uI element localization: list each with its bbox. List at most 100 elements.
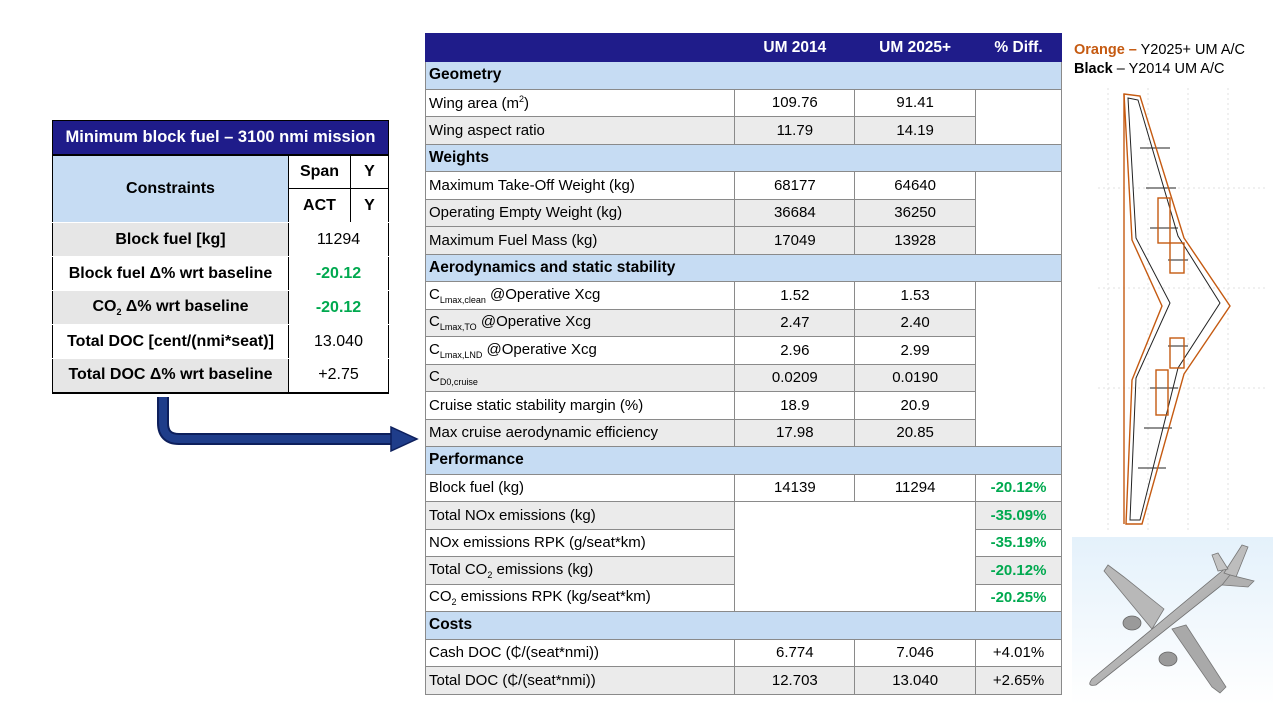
row-label: CLmax,clean @Operative Xcg	[424, 281, 736, 310]
legend-orange: Orange – Y2025+ UM A/C	[1074, 42, 1246, 58]
diff-value: +4.01%	[975, 638, 1062, 667]
summary-table: Minimum block fuel – 3100 nmi mission Co…	[52, 120, 389, 394]
summary-row-label: Block fuel [kg]	[52, 222, 289, 257]
value-2014: 1.52	[734, 281, 856, 310]
row-label: CLmax,LND @Operative Xcg	[424, 336, 736, 365]
table-row: Operating Empty Weight (kg) 36684 36250	[424, 198, 1062, 227]
span-value: Y	[350, 154, 389, 189]
row-label: Operating Empty Weight (kg)	[424, 198, 736, 227]
row-label: Block fuel (kg)	[424, 473, 736, 502]
table-row: Maximum Take-Off Weight (kg) 68177 64640	[424, 171, 1062, 255]
value-2014: 18.9	[734, 391, 856, 420]
row-label: Wing area (m2)	[424, 88, 736, 117]
diff-value: -35.19%	[975, 528, 1062, 557]
value-2025: 2.99	[854, 336, 977, 365]
table-row: CLmax,TO @Operative Xcg 2.47 2.40	[424, 308, 1062, 337]
table-row: NOx emissions RPK (g/seat*km) -35.19%	[424, 528, 1062, 557]
table-row: Total DOC (₵/(seat*nmi)) 12.703 13.040 +…	[424, 666, 1062, 695]
value-2014: 11.79	[734, 116, 856, 145]
row-label: Total NOx emissions (kg)	[424, 501, 736, 530]
value-2014: 6.774	[734, 638, 856, 667]
table-row: Cruise static stability margin (%) 18.9 …	[424, 391, 1062, 420]
diff-empty	[975, 281, 1062, 447]
value-2025: 1.53	[854, 281, 977, 310]
section-weights: Weights	[425, 143, 1062, 172]
row-label: Cruise static stability margin (%)	[424, 391, 736, 420]
constraints-label: Constraints	[52, 154, 289, 223]
value-2025: 13928	[854, 226, 977, 255]
table-row: Cash DOC (₵/(seat*nmi)) 6.774 7.046 +4.0…	[424, 638, 1062, 667]
diff-value: -20.12%	[975, 473, 1062, 502]
summary-row-value: +2.75	[288, 358, 389, 394]
section-costs: Costs	[425, 611, 1062, 640]
value-2014: 0.0209	[734, 363, 856, 392]
value-2025: 20.85	[854, 418, 977, 447]
value-2025: 13.040	[854, 666, 977, 695]
value-2014: 109.76	[734, 88, 856, 117]
header-diff: % Diff.	[975, 33, 1062, 62]
header-um2014: UM 2014	[734, 33, 856, 62]
value-2025: 0.0190	[854, 363, 977, 392]
summary-row-value: 11294	[288, 222, 389, 257]
summary-row-value: -20.12	[288, 290, 389, 325]
row-label: CO2 emissions RPK (kg/seat*km)	[424, 583, 736, 612]
diff-empty	[975, 88, 1062, 145]
diff-value: -20.25%	[975, 583, 1062, 612]
value-2014: 14139	[734, 473, 856, 502]
value-2014: 36684	[734, 198, 856, 227]
wing-planform-drawing	[1098, 88, 1268, 533]
value-2014: 12.703	[734, 666, 856, 695]
value-2014: 2.47	[734, 308, 856, 337]
section-aerodynamics: Aerodynamics and static stability	[425, 253, 1062, 282]
value-2025: 36250	[854, 198, 977, 227]
diff-empty	[975, 171, 1062, 255]
wing-legend: Orange – Y2025+ UM A/C Black – Y2014 UM …	[1074, 41, 1245, 79]
table-header-row: UM 2014 UM 2025+ % Diff.	[424, 33, 1062, 62]
legend-black: Black – Y2014 UM A/C	[1074, 61, 1225, 77]
table-row: Wing area (m2) 109.76 91.41	[424, 88, 1062, 145]
value-2014: 17.98	[734, 418, 856, 447]
act-label: ACT	[288, 188, 351, 223]
table-row: Maximum Fuel Mass (kg) 17049 13928	[424, 226, 1062, 255]
summary-row-label: Total DOC Δ% wrt baseline	[52, 358, 289, 394]
act-value: Y	[350, 188, 389, 223]
arrow-icon	[157, 397, 419, 453]
summary-row-value: -20.12	[288, 256, 389, 291]
value-2025: 2.40	[854, 308, 977, 337]
table-row: Max cruise aerodynamic efficiency 17.98 …	[424, 418, 1062, 447]
value-2014: 68177	[734, 171, 856, 200]
summary-row-label: CO2 Δ% wrt baseline	[52, 290, 289, 325]
row-label: Maximum Fuel Mass (kg)	[424, 226, 736, 255]
table-row: CLmax,clean @Operative Xcg 1.52 1.53	[424, 281, 1062, 447]
diff-value: -35.09%	[975, 501, 1062, 530]
row-label: Total CO2 emissions (kg)	[424, 556, 736, 585]
value-2025: 64640	[854, 171, 977, 200]
aircraft-render	[1072, 537, 1273, 705]
row-label: Maximum Take-Off Weight (kg)	[424, 171, 736, 200]
diff-value: -20.12%	[975, 556, 1062, 585]
table-row: Block fuel (kg) 14139 11294 -20.12%	[424, 473, 1062, 502]
row-label: CLmax,TO @Operative Xcg	[424, 308, 736, 337]
value-2025: 11294	[854, 473, 977, 502]
table-row: Total NOx emissions (kg) -35.09%	[424, 501, 1062, 612]
summary-title: Minimum block fuel – 3100 nmi mission	[52, 120, 389, 156]
value-2025: 20.9	[854, 391, 977, 420]
table-row: Wing aspect ratio 11.79 14.19	[424, 116, 1062, 145]
table-row: CLmax,LND @Operative Xcg 2.96 2.99	[424, 336, 1062, 365]
value-2025: 91.41	[854, 88, 977, 117]
summary-row-label: Total DOC [cent/(nmi*seat)]	[52, 324, 289, 359]
section-performance: Performance	[425, 446, 1062, 475]
value-2014: 17049	[734, 226, 856, 255]
row-label: Max cruise aerodynamic efficiency	[424, 418, 736, 447]
row-label: Wing aspect ratio	[424, 116, 736, 145]
summary-row-value: 13.040	[288, 324, 389, 359]
row-label: NOx emissions RPK (g/seat*km)	[424, 528, 736, 557]
value-2025: 7.046	[854, 638, 977, 667]
value-2014: 2.96	[734, 336, 856, 365]
diff-value: +2.65%	[975, 666, 1062, 695]
header-empty	[424, 33, 736, 62]
header-um2025: UM 2025+	[854, 33, 977, 62]
values-empty	[734, 501, 977, 612]
summary-row-label: Block fuel Δ% wrt baseline	[52, 256, 289, 291]
row-label: Total DOC (₵/(seat*nmi))	[424, 666, 736, 695]
